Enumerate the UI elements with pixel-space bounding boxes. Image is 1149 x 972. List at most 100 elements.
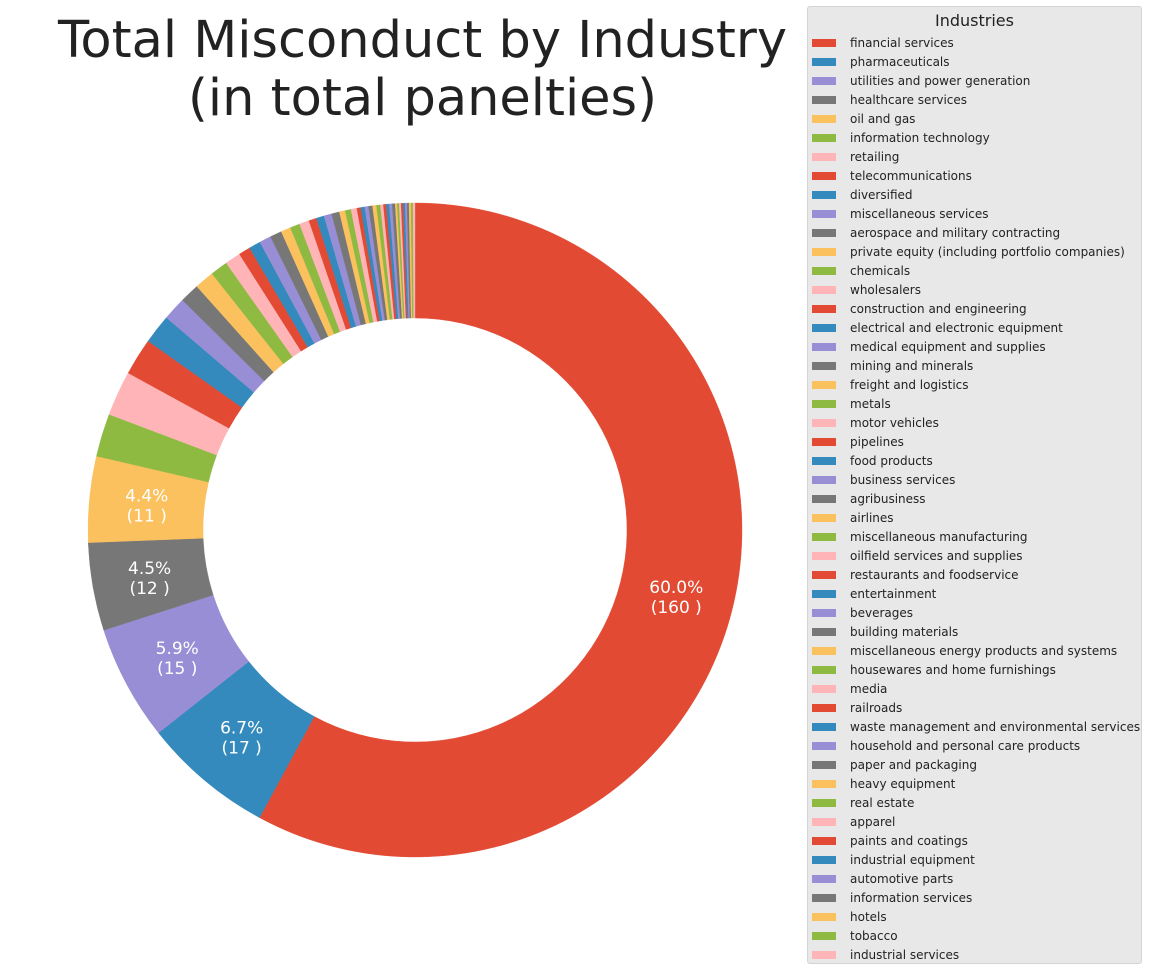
legend-swatch <box>812 323 836 332</box>
legend-item: industrial services <box>808 945 1141 964</box>
legend-label: real estate <box>850 795 915 810</box>
legend-label: waste management and environmental servi… <box>850 719 1141 734</box>
legend-item: information services <box>808 888 1141 907</box>
legend-label: airlines <box>850 510 894 525</box>
legend-item: industrial equipment <box>808 850 1141 869</box>
legend-swatch <box>812 57 836 66</box>
legend-item: agribusiness <box>808 489 1141 508</box>
legend-item: media <box>808 679 1141 698</box>
legend-swatch <box>812 247 836 256</box>
legend-item: tobacco <box>808 926 1141 945</box>
legend-item: pharmaceuticals <box>808 52 1141 71</box>
legend-list: financial services pharmaceuticals utiliti… <box>808 33 1141 964</box>
legend-label: diversified <box>850 187 913 202</box>
legend-label: industrial equipment <box>850 852 975 867</box>
legend-label: pipelines <box>850 434 904 449</box>
legend-item: paper and packaging <box>808 755 1141 774</box>
data-label-value: (17 ) <box>222 738 262 758</box>
legend-swatch <box>812 171 836 180</box>
data-label-value: (12 ) <box>129 579 169 599</box>
legend-label: electrical and electronic equipment <box>850 320 1063 335</box>
legend-label: beverages <box>850 605 914 620</box>
legend-item: metals <box>808 394 1141 413</box>
legend-label: housewares and home furnishings <box>850 662 1056 677</box>
legend-swatch <box>812 760 836 769</box>
legend-label: information services <box>850 890 973 905</box>
legend-swatch <box>812 646 836 655</box>
legend-label: motor vehicles <box>850 415 939 430</box>
legend-item: hotels <box>808 907 1141 926</box>
legend-label: wholesalers <box>850 282 921 297</box>
legend-swatch <box>812 893 836 902</box>
legend-item: heavy equipment <box>808 774 1141 793</box>
legend-label: retailing <box>850 149 900 164</box>
legend-item: housewares and home furnishings <box>808 660 1141 679</box>
legend-item: miscellaneous services <box>808 204 1141 223</box>
legend-item: construction and engineering <box>808 299 1141 318</box>
legend-swatch <box>812 874 836 883</box>
data-label-value: (160 ) <box>651 598 702 618</box>
legend-item: waste management and environmental servi… <box>808 717 1141 736</box>
legend-item: food products <box>808 451 1141 470</box>
legend-label: oilfield services and supplies <box>850 548 1023 563</box>
legend-item: mining and minerals <box>808 356 1141 375</box>
legend-item: oilfield services and supplies <box>808 546 1141 565</box>
donut-slice-financial-services <box>259 202 743 858</box>
legend-swatch <box>812 76 836 85</box>
legend-label: telecommunications <box>850 168 972 183</box>
legend-swatch <box>812 380 836 389</box>
legend-swatch <box>812 266 836 275</box>
legend: Industries financial services pharmaceuti… <box>807 6 1142 964</box>
chart-title-line-2: (in total panelties) <box>188 69 657 128</box>
legend-item: paints and coatings <box>808 831 1141 850</box>
legend-label: mining and minerals <box>850 358 974 373</box>
legend-item: miscellaneous manufacturing <box>808 527 1141 546</box>
legend-title: Industries <box>935 11 1014 30</box>
legend-label: oil and gas <box>850 111 916 126</box>
legend-label: financial services <box>850 35 954 50</box>
legend-swatch <box>812 551 836 560</box>
legend-item: building materials <box>808 622 1141 641</box>
legend-swatch <box>812 190 836 199</box>
legend-label: household and personal care products <box>850 738 1081 753</box>
legend-item: railroads <box>808 698 1141 717</box>
legend-swatch <box>812 342 836 351</box>
legend-item: electrical and electronic equipment <box>808 318 1141 337</box>
donut-chart: 60.0% (160 )6.7% (17 )5.9% (15 )4.5% (12 )4.… <box>87 202 743 858</box>
legend-swatch <box>812 817 836 826</box>
legend-label: miscellaneous services <box>850 206 989 221</box>
legend-item: apparel <box>808 812 1141 831</box>
legend-item: household and personal care products <box>808 736 1141 755</box>
legend-label: heavy equipment <box>850 776 956 791</box>
legend-label: pharmaceuticals <box>850 54 950 69</box>
legend-label: chemicals <box>850 263 911 278</box>
legend-label: agribusiness <box>850 491 926 506</box>
legend-item: healthcare services <box>808 90 1141 109</box>
legend-swatch <box>812 608 836 617</box>
legend-swatch <box>812 836 836 845</box>
legend-swatch <box>812 418 836 427</box>
legend-label: hotels <box>850 909 887 924</box>
legend-label: healthcare services <box>850 92 968 107</box>
legend-item: medical equipment and supplies <box>808 337 1141 356</box>
legend-swatch <box>812 399 836 408</box>
legend-swatch <box>812 722 836 731</box>
legend-label: metals <box>850 396 891 411</box>
data-label-4: 4.4% (11 ) <box>125 487 168 527</box>
legend-item: oil and gas <box>808 109 1141 128</box>
legend-swatch <box>812 133 836 142</box>
data-label-percent: 5.9% <box>156 639 199 659</box>
chart-title: Total Misconduct by Industry (in total p… <box>0 12 845 128</box>
legend-item: chemicals <box>808 261 1141 280</box>
legend-label: entertainment <box>850 586 937 601</box>
legend-swatch <box>812 798 836 807</box>
data-label-2: 5.9% (15 ) <box>156 639 199 679</box>
legend-item: diversified <box>808 185 1141 204</box>
legend-item: information technology <box>808 128 1141 147</box>
legend-label: paper and packaging <box>850 757 977 772</box>
legend-item: freight and logistics <box>808 375 1141 394</box>
legend-swatch <box>812 912 836 921</box>
legend-label: industrial services <box>850 947 960 962</box>
legend-swatch <box>812 570 836 579</box>
chart-title-line-1: Total Misconduct by Industry <box>57 11 788 70</box>
